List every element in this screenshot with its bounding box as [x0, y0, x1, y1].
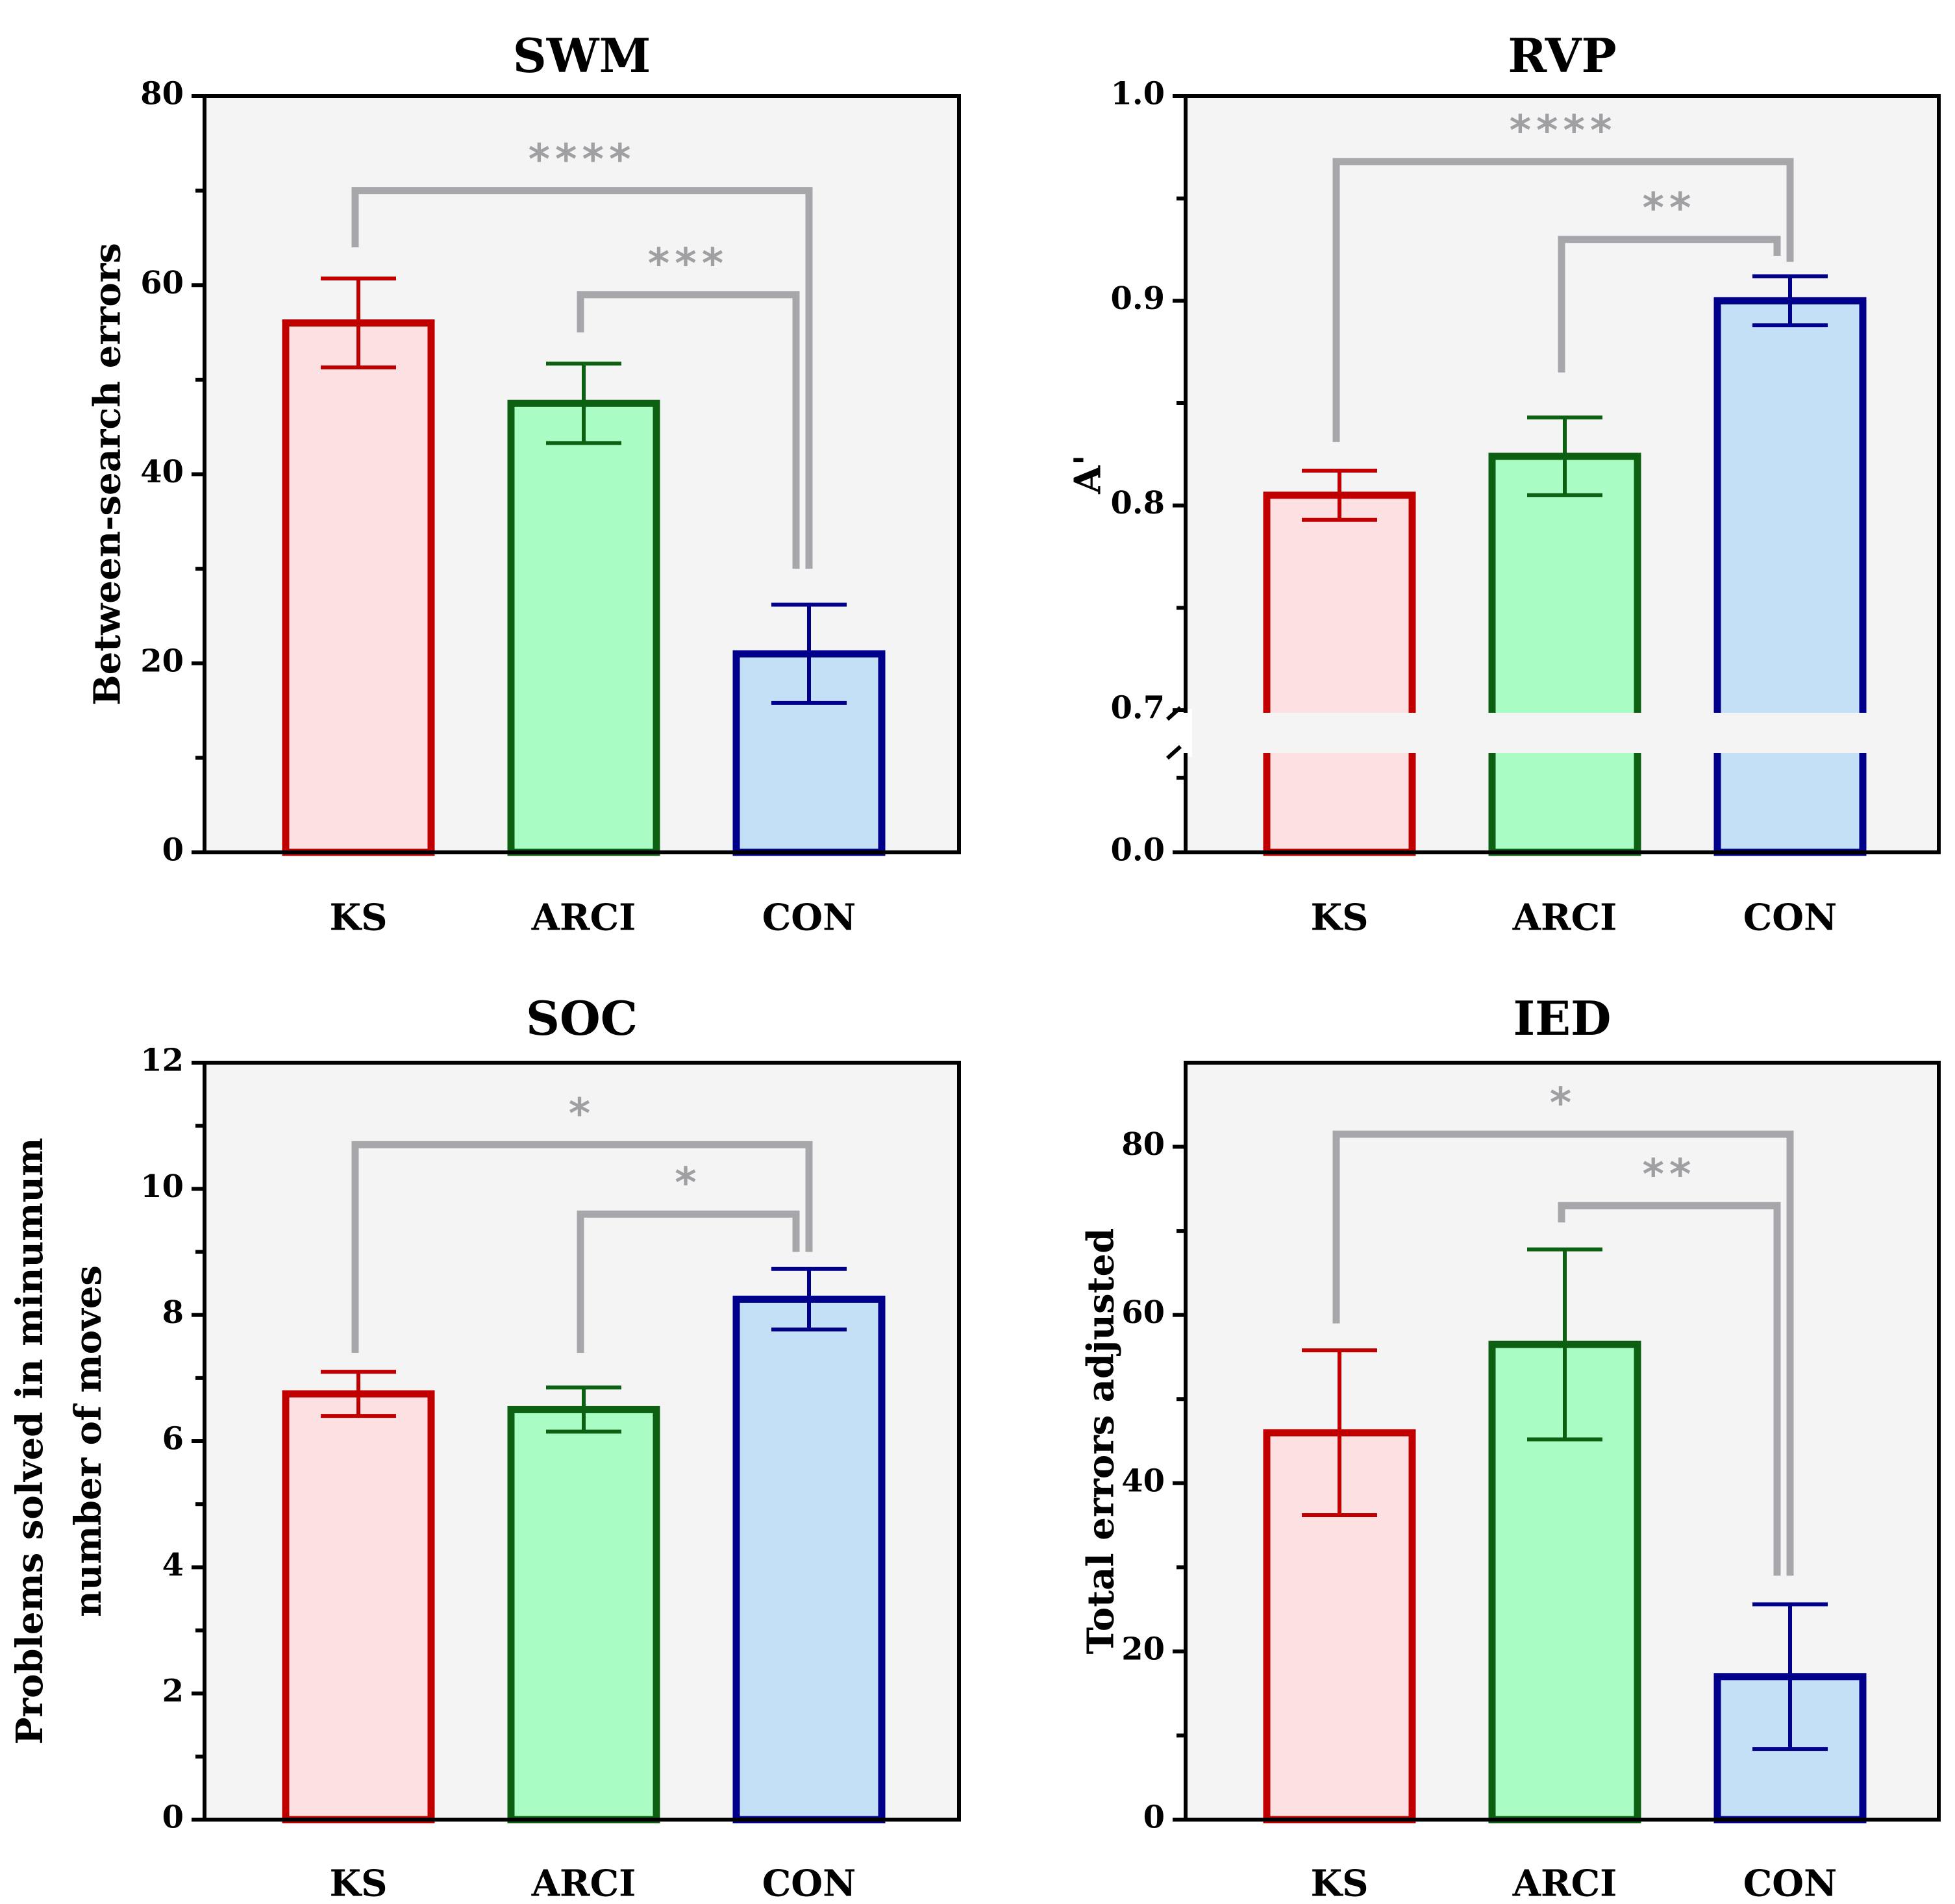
y-axis-label: Problems solved in minumum number of move…: [8, 1138, 110, 1745]
bar-arci: [507, 1405, 660, 1824]
chart-title: RVP: [1508, 28, 1616, 83]
significance-label: *: [1550, 1080, 1576, 1128]
significance-bracket: [577, 291, 800, 569]
x-category-label: KS: [1310, 896, 1368, 939]
x-category-label: CON: [1743, 1862, 1837, 1904]
x-category-label: KS: [1310, 1862, 1368, 1904]
bar-con: [1713, 297, 1867, 856]
y-tick-label: 0: [162, 832, 184, 869]
y-tick-label: 0.9: [1110, 280, 1165, 317]
y-tick-label: 0: [1143, 1799, 1165, 1836]
bar-ks: [1263, 491, 1416, 856]
y-tick-label: 1.0: [1110, 76, 1165, 112]
significance-label: ****: [529, 136, 636, 184]
significance-label: *: [675, 1159, 701, 1207]
y-tick-label: 60: [1121, 1294, 1165, 1331]
y-axis-label: Total errors adjusted: [1080, 1228, 1123, 1655]
y-tick-label: 80: [1121, 1126, 1165, 1163]
chart-title: SOC: [526, 991, 638, 1046]
significance-bracket: [1332, 1130, 1794, 1576]
y-tick-label: 80: [140, 76, 184, 112]
panel-soc: SOC Problems solved in minumum number of m…: [8, 991, 961, 1904]
significance-bracket: [1558, 1202, 1781, 1576]
significance-label: *: [569, 1090, 595, 1138]
significance-bracket: [1558, 236, 1781, 373]
axis-break-mark: [1165, 745, 1182, 760]
x-category-label: ARCI: [531, 1862, 636, 1904]
y-axis-label-line: Problems solved in minumum: [8, 1138, 51, 1745]
y-tick-label: 20: [1121, 1631, 1165, 1667]
y-tick-label: 40: [1121, 1463, 1165, 1499]
y-tick-label: 0.8: [1110, 485, 1165, 521]
x-category-label: CON: [762, 896, 856, 939]
bar-con: [732, 1295, 886, 1824]
bar-arci: [1488, 452, 1641, 856]
y-tick-label: 10: [140, 1168, 184, 1205]
y-tick-label: 40: [140, 454, 184, 490]
y-tick-label: 0.0: [1110, 832, 1165, 869]
y-axis-label-line: number of moves: [67, 1265, 110, 1617]
plot-frame: [1184, 94, 1941, 854]
y-tick-label: 60: [140, 265, 184, 301]
x-category-label: CON: [762, 1862, 856, 1904]
x-category-label: KS: [329, 896, 387, 939]
significance-bracket: [351, 187, 813, 569]
y-tick-label: 4: [162, 1547, 184, 1583]
x-category-label: ARCI: [1512, 1862, 1617, 1904]
x-category-label: CON: [1743, 896, 1837, 939]
significance-bracket: [1332, 158, 1794, 442]
axis-break-gap: [1191, 713, 1934, 753]
y-axis-label: Between-search errors: [86, 243, 129, 706]
axis-break-spine-gap: [1182, 713, 1189, 753]
y-tick-label: 0: [162, 1799, 184, 1836]
x-category-label: KS: [329, 1862, 387, 1904]
y-axis-label: A': [1067, 454, 1110, 495]
significance-label: ***: [648, 240, 728, 288]
x-category-label: ARCI: [531, 896, 636, 939]
chart-title: IED: [1513, 991, 1612, 1046]
y-tick-label: 6: [162, 1421, 184, 1457]
significance-label: **: [1643, 1151, 1697, 1199]
y-tick-label: 20: [140, 643, 184, 679]
bar-ks: [282, 1390, 435, 1824]
significance-label: **: [1643, 185, 1697, 233]
y-tick-label: 12: [140, 1043, 184, 1079]
y-tick-label: 8: [162, 1294, 184, 1331]
significance-label: ****: [1510, 107, 1617, 155]
y-tick-label: 2: [162, 1673, 184, 1709]
bar-arci: [507, 399, 660, 856]
x-category-label: ARCI: [1512, 896, 1617, 939]
y-tick-label: 0.7: [1110, 690, 1165, 726]
chart-title: SWM: [513, 28, 651, 83]
significance-bracket: [577, 1210, 800, 1353]
significance-bracket: [351, 1141, 813, 1353]
bar-ks: [282, 319, 435, 856]
plot-frame: [1184, 1061, 1941, 1822]
